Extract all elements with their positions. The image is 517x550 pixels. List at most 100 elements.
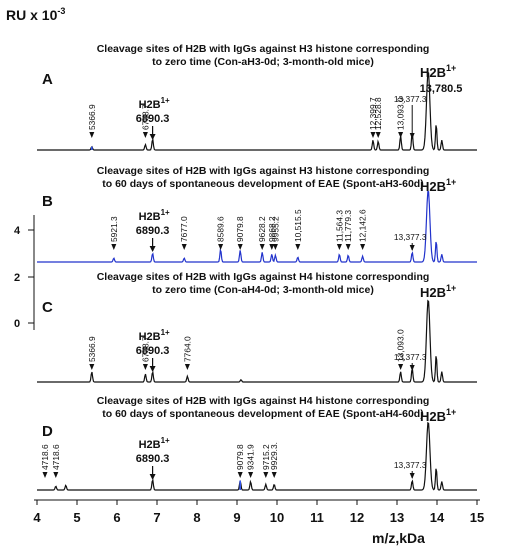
panel-letter: B bbox=[42, 193, 53, 210]
peak-label: 6708.7 bbox=[140, 336, 150, 362]
h2b-label: H2B1+ bbox=[139, 208, 170, 223]
panel-title-line2: to 60 days of spontaneous development of… bbox=[102, 178, 423, 190]
x-tick-label: 6 bbox=[113, 510, 120, 525]
peak-label: 9079.8 bbox=[235, 216, 245, 242]
peak-label: 8589.6 bbox=[216, 216, 226, 242]
panel-letter: A bbox=[42, 71, 53, 88]
spectrum-line bbox=[37, 190, 477, 263]
peak-arrow bbox=[248, 472, 254, 478]
spectrum-line bbox=[37, 421, 477, 491]
peak-arrow bbox=[398, 364, 404, 370]
peak-arrow bbox=[271, 472, 277, 478]
x-tick-label: 7 bbox=[153, 510, 160, 525]
y-axis-label: RU x 10-3 bbox=[6, 6, 65, 23]
x-axis-label: m/z,kDa bbox=[372, 530, 425, 546]
x-tick-label: 11 bbox=[310, 510, 324, 525]
x-tick-label: 15 bbox=[470, 510, 484, 525]
peak-label: 12,528.8 bbox=[373, 97, 383, 130]
peak-label: 7764.0 bbox=[182, 336, 192, 362]
y-tick-label: 4 bbox=[14, 225, 21, 237]
panel-title-line2: to 60 days of spontaneous development of… bbox=[102, 408, 423, 420]
x-tick-label: 9 bbox=[233, 510, 240, 525]
peak-arrow bbox=[336, 244, 342, 250]
peak-arrow bbox=[53, 472, 59, 478]
peak-label: 9868.2 bbox=[267, 216, 277, 242]
peak-label: 9715.2 bbox=[261, 444, 271, 470]
spectrum-line bbox=[37, 71, 477, 151]
peak-label: 5366.9 bbox=[87, 104, 97, 130]
peak-label: 9929.3. bbox=[269, 442, 279, 470]
peak-label: 4718.6 bbox=[51, 444, 61, 470]
panel-title-line2: to zero time (Con-aH4-0d; 3-month-old mi… bbox=[152, 284, 374, 296]
peak-13377-label: 13,377.3 bbox=[394, 232, 427, 242]
peak-13377-label: 13,377.3 bbox=[394, 460, 427, 470]
peak-label: 4718.6 bbox=[40, 444, 50, 470]
panel-b: Cleavage sites of H2B with IgGs against … bbox=[37, 165, 477, 263]
h2b-label: H2B1+ bbox=[139, 96, 170, 111]
peak-arrow bbox=[42, 472, 48, 478]
peak-label: 9628.2 bbox=[257, 216, 267, 242]
x-axis-ticks: 4 5 6 7 8 9 10 11 12 13 14 15 bbox=[33, 500, 484, 525]
panel-title-line1: Cleavage sites of H2B with IgGs against … bbox=[97, 271, 430, 283]
peak-label: 12,142.6 bbox=[358, 209, 368, 242]
panel-a: Cleavage sites of H2B with IgGs against … bbox=[37, 43, 477, 151]
h2b-arrow bbox=[149, 366, 156, 372]
peak-label: 6708.7 bbox=[140, 104, 150, 130]
peak-arrow bbox=[142, 364, 148, 370]
h2b-label: H2B1+ bbox=[139, 328, 170, 343]
peak-arrow bbox=[360, 244, 366, 250]
peak-arrow bbox=[111, 244, 117, 250]
h2b-arrow bbox=[149, 134, 156, 140]
panel-title-line1: Cleavage sites of H2B with IgGs against … bbox=[97, 43, 430, 55]
x-tick-label: 8 bbox=[193, 510, 200, 525]
peak-arrow bbox=[409, 133, 415, 139]
peak-arrow bbox=[263, 472, 269, 478]
h2b-major-label: H2B1+ bbox=[420, 407, 456, 424]
peak-arrow bbox=[409, 245, 415, 251]
peak-arrow bbox=[142, 132, 148, 138]
h2b-value: 6890.3 bbox=[136, 453, 170, 465]
panel-d: Cleavage sites of H2B with IgGs against … bbox=[37, 395, 477, 491]
peak-label: 13,093.0 bbox=[396, 97, 406, 130]
peak-arrow bbox=[409, 365, 415, 371]
panel-title-line2: to zero time (Con-aH3-0d; 3-month-old mi… bbox=[152, 56, 374, 68]
h2b-major-value: 13,780.5 bbox=[420, 83, 463, 95]
peak-label: 9341.9 bbox=[246, 444, 256, 470]
peak-label: 5366.9 bbox=[87, 336, 97, 362]
h2b-major-label: H2B1+ bbox=[420, 63, 456, 80]
panel-letter: D bbox=[42, 423, 53, 440]
h2b-arrow bbox=[149, 474, 156, 480]
peak-13377-label: 13,377.3 bbox=[394, 94, 427, 104]
panel-c: Cleavage sites of H2B with IgGs against … bbox=[37, 271, 477, 383]
x-tick-label: 12 bbox=[350, 510, 364, 525]
y-tick-label: 2 bbox=[14, 272, 20, 284]
peak-arrow bbox=[218, 244, 224, 250]
peak-label: 11,564.3 bbox=[334, 210, 344, 242]
peak-arrow bbox=[184, 364, 190, 370]
spectrum-line bbox=[37, 299, 477, 383]
panel-title-line1: Cleavage sites of H2B with IgGs against … bbox=[97, 395, 430, 407]
peak-arrow bbox=[272, 244, 278, 250]
y-tick-label: 0 bbox=[14, 318, 20, 330]
peak-arrow bbox=[409, 473, 415, 479]
peak-label: 9079.8 bbox=[235, 444, 245, 470]
peak-arrow bbox=[89, 132, 95, 138]
peak-arrow bbox=[181, 244, 187, 250]
h2b-value: 6890.3 bbox=[136, 345, 170, 357]
peak-arrow bbox=[237, 244, 243, 250]
peak-label: 10,515.5 bbox=[293, 209, 303, 242]
peak-13377-label: 13,377.3 bbox=[394, 352, 427, 362]
peak-arrow bbox=[269, 244, 275, 250]
h2b-value: 6890.3 bbox=[136, 225, 170, 237]
peak-label: 9955.2 bbox=[270, 216, 280, 242]
h2b-value: 6890.3 bbox=[136, 113, 170, 125]
peak-arrow bbox=[370, 132, 376, 138]
peak-arrow bbox=[89, 364, 95, 370]
peak-label: 7677.0 bbox=[179, 216, 189, 242]
h2b-arrow bbox=[149, 246, 156, 252]
x-tick-label: 4 bbox=[33, 510, 41, 525]
peak-arrow bbox=[398, 132, 404, 138]
peak-arrow bbox=[345, 244, 351, 250]
x-tick-label: 5 bbox=[73, 510, 80, 525]
